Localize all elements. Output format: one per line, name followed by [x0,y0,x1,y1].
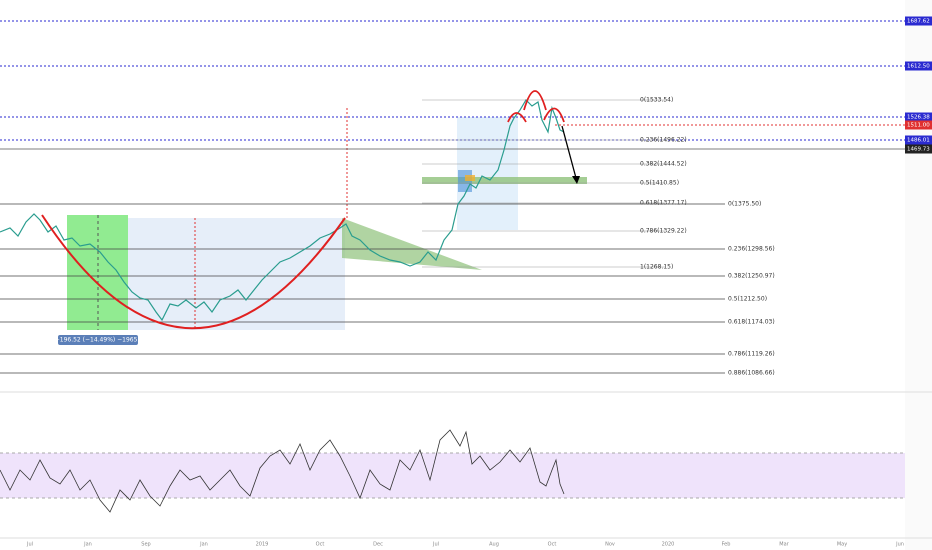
time-label: 2019 [256,542,269,548]
fib-label: 0.5(1212.50) [728,296,767,303]
price-tag-bg [905,112,932,122]
time-label: Jan [83,542,92,548]
price-tag-bg [905,144,932,154]
time-label: Mar [779,542,789,548]
fib-label: 0.786(1329.22) [640,228,687,235]
fib-label: 0.5(1410.85) [640,180,679,187]
fib-label: 0.618(1377.17) [640,200,687,207]
fib-label: 0.618(1174.03) [728,319,775,326]
price-tag-label: 1469.73 [907,147,930,153]
measure-label: −196.52 (−14.49%) −19652 [55,337,142,344]
price-tag-label: 1526.38 [907,115,930,121]
time-label: 2020 [662,542,675,548]
price-tag: 1687.62 [905,16,932,26]
price-tag-label: 1486.01 [907,138,930,144]
fib-label: 0.786(1119.26) [728,351,775,358]
price-tag-bg [905,120,932,130]
time-label: Jun [895,542,904,548]
price-tag: 1511.00 [905,120,932,130]
price-tag-bg [905,16,932,26]
rsi-band [0,453,905,498]
time-label: Dec [373,542,383,548]
wedge [342,218,482,270]
price-tag: 1526.38 [905,112,932,122]
fib-label: 0.382(1444.52) [640,161,687,168]
time-label: Jul [26,542,33,548]
fib-label: 0.236(1496.22) [640,137,687,144]
time-label: Oct [548,542,557,548]
price-axis [905,0,932,550]
time-label: Aug [489,542,499,548]
time-label: Feb [722,542,731,548]
time-label: Jan [199,542,208,548]
fib-label: 1(1268.15) [640,264,673,271]
head-shoulders [507,90,565,123]
fib-label: 0.236(1298.56) [728,246,775,253]
support-zone [422,177,587,184]
range-box [128,218,345,330]
price-tag: 1612.50 [905,61,932,71]
fib-label: 0.886(1086.66) [728,370,775,377]
price-tag: 1486.01 [905,135,932,145]
price-tag-bg [905,61,932,71]
rsi-line [0,429,565,513]
fib-label: 0(1375.50) [728,201,761,208]
price-tag: 1469.73 [905,144,932,154]
fib-label: 0.382(1250.97) [728,273,775,280]
measure-label-bg [58,335,138,345]
price-tag-label: 1687.62 [907,19,930,25]
cup-curve [41,214,346,330]
fib-label: 0(1533.54) [640,97,673,104]
time-label: Jul [432,542,439,548]
arrow-head [572,176,580,184]
price-line [0,99,565,322]
time-label: May [837,542,847,548]
volume-profile [465,175,475,181]
price-tag-bg [905,135,932,145]
time-label: Oct [316,542,325,548]
time-label: Sep [141,542,150,548]
arrow [561,125,577,179]
price-tag-label: 1612.50 [907,64,930,70]
time-label: Nov [605,542,615,548]
price-tag-label: 1511.00 [907,123,930,129]
